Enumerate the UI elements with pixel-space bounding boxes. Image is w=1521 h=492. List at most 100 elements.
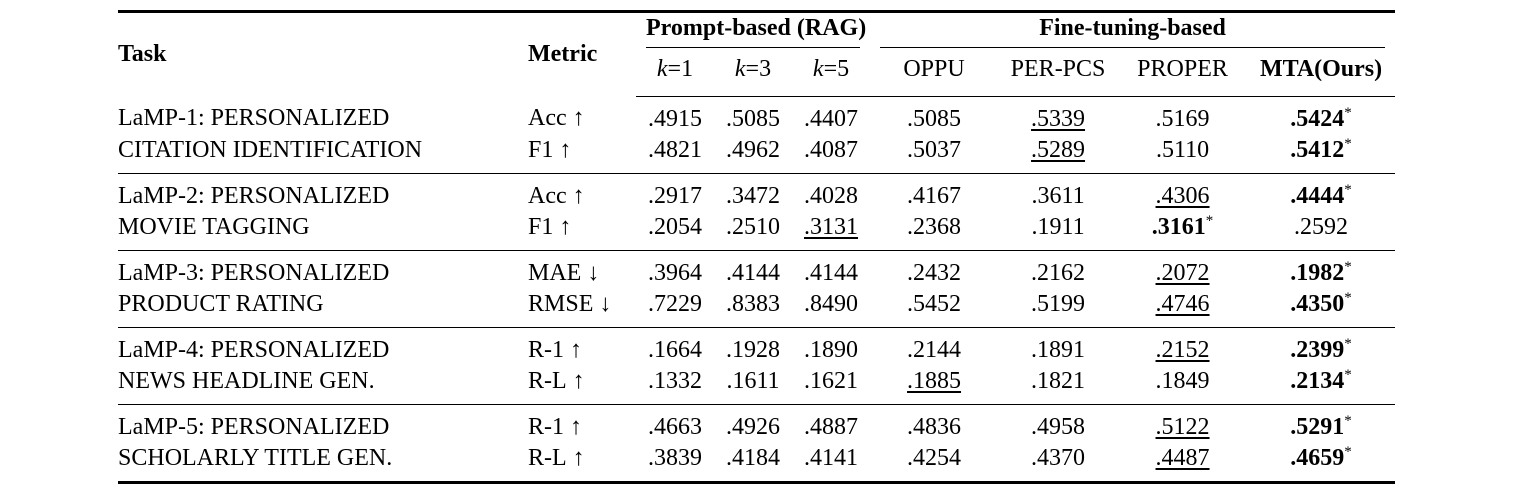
table-row: CITATION IDENTIFICATION F1 ↑ .4821 .4962 .408…	[118, 135, 1395, 174]
metric-value: .3611	[1031, 182, 1085, 209]
metric-value: .1664	[648, 336, 702, 363]
metric-label: Acc	[528, 105, 567, 132]
col-header-proper: PROPER	[1118, 49, 1248, 97]
metric-value: .4887	[804, 413, 859, 440]
task-name-line: LaMP-2: PERSONALIZED	[118, 172, 528, 212]
table-row: LaMP-5: PERSONALIZED R-1 ↑ .4663 .4926 .4887.…	[118, 403, 1396, 443]
value-cell-k3: .1611	[714, 366, 792, 405]
metric-value: .3839	[648, 444, 702, 471]
value-cell-k3: .2510	[714, 212, 792, 251]
value-cell-k1: .3839	[636, 443, 714, 483]
col-group-prompt-based-label: Prompt-based (RAG)	[646, 15, 866, 48]
k-symbol: k	[656, 56, 668, 82]
value-cell-mta-ours: .2399*	[1247, 326, 1396, 366]
metric-value: .4659	[1290, 444, 1345, 471]
col-group-prompt-based: Prompt-based (RAG)	[636, 12, 870, 50]
col-header-label: =1	[667, 56, 694, 82]
metric-cell: R-L ↑	[528, 443, 636, 483]
metric-value: .1611	[726, 367, 780, 394]
metric-value: .2072	[1155, 259, 1210, 286]
metric-value: .4962	[726, 136, 780, 163]
metric-value: .4087	[804, 136, 859, 163]
significance-star: *	[1344, 366, 1352, 383]
metric-value: .5412	[1290, 136, 1345, 163]
value-cell-k5: .4407	[792, 96, 870, 135]
value-cell-per-pcs: .1891	[998, 326, 1119, 366]
value-cell-per-pcs: .5199	[998, 289, 1118, 328]
metric-label: Acc	[528, 182, 567, 209]
metric-cell: R-1 ↑	[528, 326, 636, 366]
metric-label: R-L	[528, 367, 567, 394]
metric-value: .2432	[907, 259, 962, 286]
value-cell-k5: .4887	[792, 403, 871, 443]
metric-value: .5085	[907, 105, 962, 132]
metric-value: .3964	[648, 259, 702, 286]
value-cell-proper: .5110	[1118, 135, 1247, 174]
arrow-up-icon: ↑	[572, 105, 585, 132]
value-cell-k1: .2054	[636, 212, 714, 251]
metric-value: .8490	[804, 290, 859, 317]
value-cell-proper: .2072	[1118, 249, 1248, 289]
value-cell-mta-ours: .5424*	[1247, 96, 1395, 135]
col-header-label: MTA(Ours)	[1259, 56, 1383, 82]
arrow-up-icon: ↑	[559, 213, 572, 240]
table-row: NEWS HEADLINE GEN. R-L ↑ .1332 .1611 .1621 .18…	[118, 366, 1395, 405]
value-cell-mta-ours: .4350*	[1247, 289, 1395, 328]
task-group-3: LaMP-3: PERSONALIZED MAE ↓ .3964.4144.4144.…	[118, 249, 1396, 328]
k-symbol: k	[812, 56, 824, 82]
significance-star: *	[1205, 212, 1214, 229]
metric-value: .5289	[1031, 136, 1086, 163]
col-header-metric: Metric	[528, 41, 598, 67]
arrow-up-icon: ↑	[559, 136, 572, 163]
value-cell-proper: .5169	[1118, 96, 1247, 135]
table-row: LaMP-3: PERSONALIZED MAE ↓ .3964 .4144 .4144.…	[118, 249, 1396, 289]
task-name-line: NEWS HEADLINE GEN.	[118, 367, 375, 394]
table-header: Task Metric Prompt-based (RAG) Fine-tuni…	[118, 12, 1396, 97]
value-cell-proper: .4746	[1118, 289, 1247, 328]
value-cell-k3: .4962	[714, 135, 792, 174]
col-header-per-pcs: PER-PCS	[998, 49, 1119, 97]
value-cell-proper: .4306	[1118, 172, 1248, 212]
metric-label: RMSE	[528, 290, 594, 317]
metric-value: .4028	[804, 182, 859, 209]
col-header-label: PROPER	[1137, 56, 1228, 82]
value-cell-k3: .3472	[714, 172, 792, 212]
task-name-line: CITATION IDENTIFICATION	[118, 136, 423, 163]
metric-cell: R-1 ↑	[528, 403, 636, 443]
metric-value: .3161	[1151, 213, 1206, 240]
value-cell-k3: .4144	[714, 249, 792, 289]
metric-label: F1	[528, 213, 554, 240]
metric-label: R-1	[528, 413, 564, 440]
metric-value: .5110	[1155, 136, 1210, 163]
value-cell-k1: .1332	[636, 366, 714, 405]
metric-value: .3472	[726, 182, 780, 209]
value-cell-k3: .5085	[714, 96, 792, 135]
metric-cell: R-L ↑	[528, 366, 636, 405]
value-cell-k5: .4144	[792, 249, 871, 289]
metric-value: .2399	[1290, 336, 1345, 363]
metric-value: .3131	[804, 213, 859, 240]
significance-star: *	[1344, 135, 1352, 152]
metric-value: .8383	[726, 290, 780, 317]
col-header-oppu: OPPU	[870, 49, 999, 97]
arrow-up-icon: ↑	[572, 367, 585, 394]
value-cell-k1: .4663	[636, 403, 714, 443]
value-cell-mta-ours: .1982*	[1247, 249, 1396, 289]
value-cell-k5: .8490	[792, 289, 870, 328]
task-name-line: LaMP-1: PERSONALIZED	[118, 105, 390, 132]
value-cell-k5: .3131	[792, 212, 870, 251]
value-cell-per-pcs: .3611	[998, 172, 1119, 212]
paper-results-figure: Task Metric Prompt-based (RAG) Fine-tuni…	[118, 10, 1396, 484]
value-cell-k5: .1890	[792, 326, 871, 366]
value-cell-k3: .1928	[714, 326, 792, 366]
metric-value: .4836	[907, 413, 962, 440]
table-row: LaMP-1: PERSONALIZED Acc ↑ .4915 .5085 .4407.…	[118, 96, 1395, 135]
value-cell-oppu: .2144	[870, 326, 999, 366]
significance-star: *	[1344, 258, 1352, 275]
value-cell-per-pcs: .1821	[998, 366, 1118, 405]
metric-value: .1821	[1031, 367, 1086, 394]
col-header-label: =3	[745, 56, 772, 82]
value-cell-mta-ours: .4444*	[1247, 172, 1396, 212]
task-name-line: MOVIE TAGGING	[118, 213, 310, 240]
col-header-k3: k=3	[714, 49, 792, 97]
